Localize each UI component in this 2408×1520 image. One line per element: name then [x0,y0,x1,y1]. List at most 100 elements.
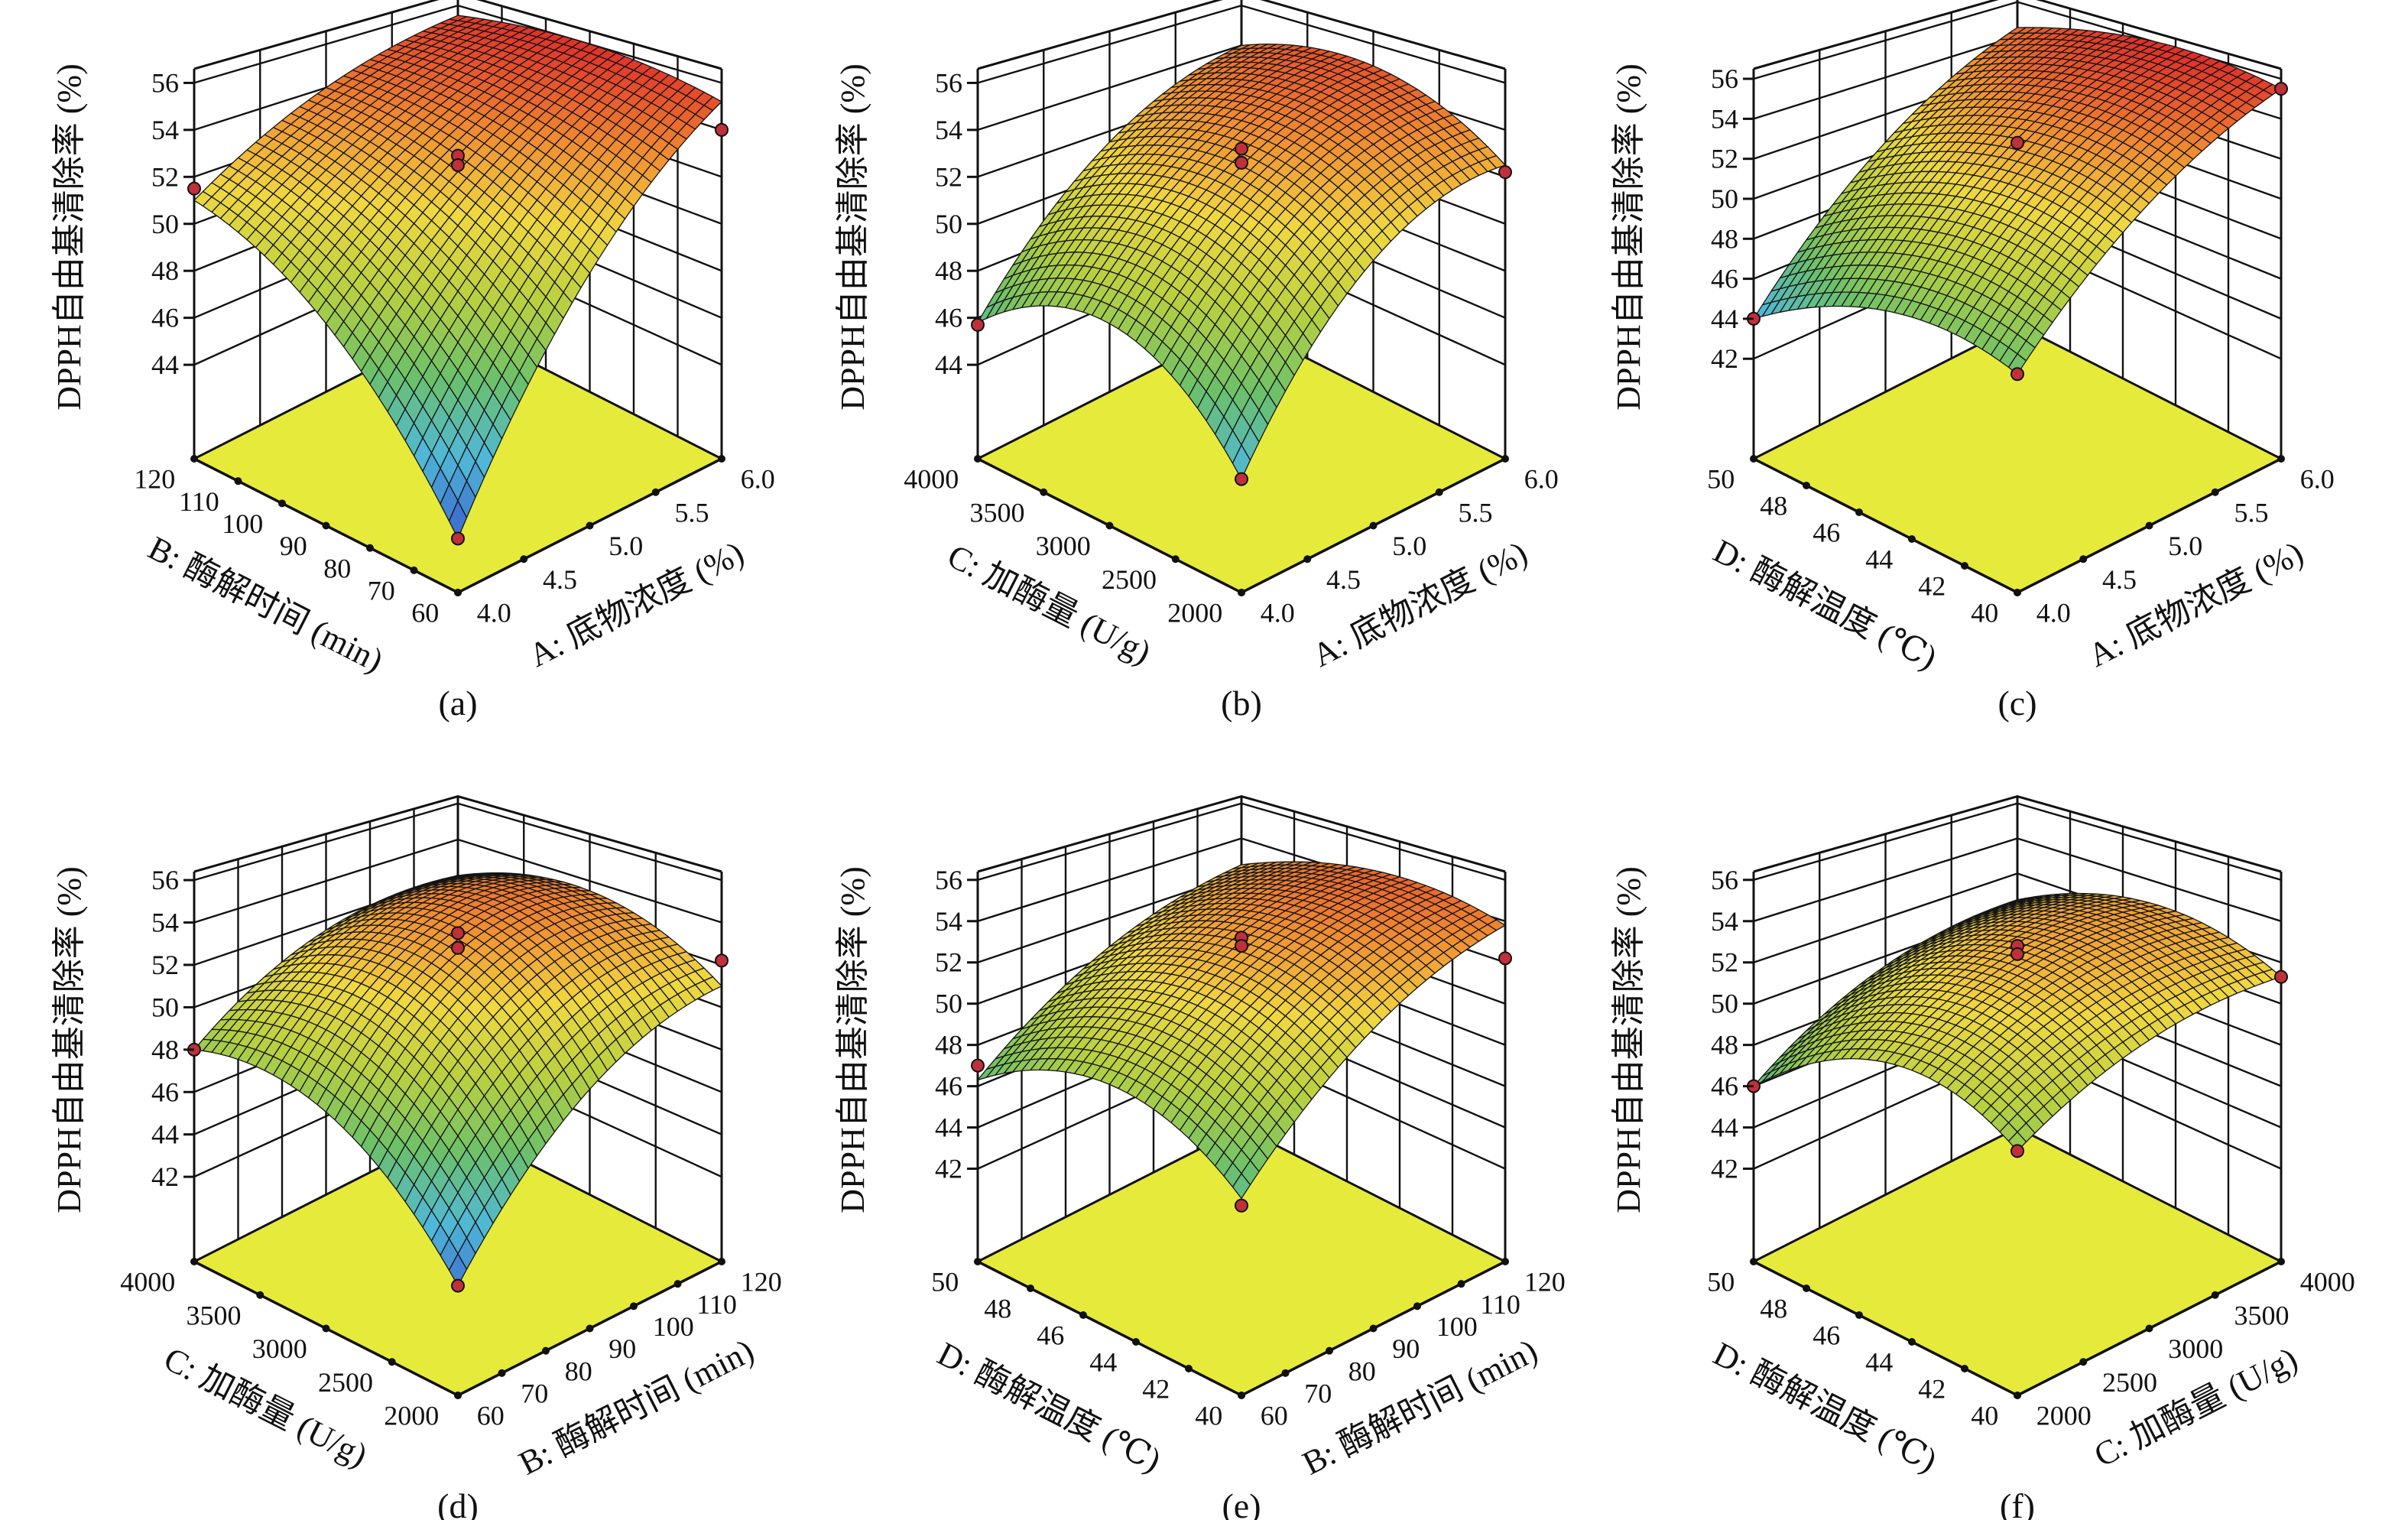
design-point [2274,82,2288,96]
right-axis-tick [1369,521,1378,530]
z-tick-label: 54 [151,908,179,938]
left-axis-tick [322,1324,330,1333]
right-axis-tick-label: 80 [1348,1356,1376,1386]
right-axis-tick-label: 60 [477,1401,505,1431]
panel-caption: (a) [438,684,477,723]
right-axis-title: B: 酶解时间 (min) [1296,1332,1543,1483]
z-tick-label: 52 [935,161,962,192]
right-axis-tick-label: 5.5 [675,497,709,528]
left-axis-tick-label: 44 [1089,1347,1117,1378]
left-axis-tick-label: 80 [323,553,351,583]
left-axis-tick-label: 3000 [1036,531,1091,561]
design-point [2010,135,2024,150]
left-axis-tick-label: 3500 [970,497,1025,528]
right-axis-tick-label: 5.0 [1392,531,1426,561]
left-axis-tick-label: 40 [1971,598,1998,628]
right-axis-tick-label: 100 [1436,1311,1478,1342]
left-axis-tick-label: 70 [368,576,395,606]
z-tick-label: 44 [151,349,179,380]
left-axis-tick-label: 48 [1760,491,1787,521]
design-point [1235,939,1248,953]
right-axis-tick [673,1280,682,1288]
left-axis-tick-label: 110 [179,486,219,517]
z-tick-label: 56 [935,865,962,895]
right-axis-tick-label: 4.0 [1261,598,1295,628]
right-axis-tick [2211,488,2219,496]
design-point [1498,165,1512,180]
z-tick-label: 50 [935,989,962,1019]
panel-caption: (b) [1221,684,1262,723]
left-axis-tick-label: 46 [1812,518,1840,548]
left-axis-tick-label: 44 [1865,544,1893,575]
right-axis-tick-label: 5.0 [608,531,643,561]
right-axis-tick [718,455,725,463]
left-axis-tick [256,1291,264,1299]
left-axis-tick [1855,508,1863,516]
right-axis-tick [651,488,660,496]
design-point [187,181,201,196]
left-axis-tick [366,544,374,552]
right-axis-tick [2145,521,2153,530]
z-tick-label: 52 [1711,144,1738,174]
right-axis-tick-label: 60 [1261,1401,1288,1431]
right-axis-tick-label: 4.5 [1326,564,1361,595]
right-axis-tick-label: 70 [1304,1379,1332,1409]
right-axis-tick-label: 110 [1480,1289,1520,1320]
left-axis-tick [1908,535,1916,543]
z-tick-label: 56 [1711,63,1738,94]
z-tick-label: 46 [935,303,962,333]
z-tick-label: 50 [151,992,179,1022]
right-axis-tick-label: 4.0 [477,598,511,628]
response-surface [977,44,1506,480]
z-tick-label: 56 [151,865,179,895]
right-axis-tick-label: 6.0 [1524,464,1559,495]
z-tick-label: 46 [151,303,179,333]
right-axis-tick [586,1324,594,1333]
design-point [451,531,465,546]
design-point [451,940,465,955]
z-tick-label: 46 [151,1077,179,1107]
right-axis-tick [1369,1324,1378,1333]
left-axis-tick-label: 48 [984,1294,1011,1324]
design-point [451,1278,465,1293]
z-tick-label: 48 [151,1034,179,1065]
left-axis-tick [1079,1311,1087,1319]
design-point [971,317,985,332]
left-axis-tick [1238,1392,1245,1399]
right-axis-tick-label: 110 [696,1289,737,1320]
z-tick-label: 52 [151,161,179,192]
right-axis-tick-label: 4.0 [2036,598,2071,628]
z-tick-label: 50 [935,209,962,239]
left-axis-tick [1961,562,1968,570]
z-axis-title: DPPH自由基清除率 (%) [834,63,871,410]
panel-caption: (d) [437,1486,479,1520]
right-axis-tick [1413,1302,1421,1311]
z-axis-title: DPPH自由基清除率 (%) [1610,63,1647,410]
design-point [715,122,729,137]
z-tick-label: 54 [1711,103,1738,134]
left-axis-tick [1803,482,1810,489]
right-axis-tick [2079,555,2088,564]
right-axis-tick-label: 90 [608,1333,636,1364]
left-axis-tick-label: 4000 [904,464,959,495]
z-tick-label: 56 [151,67,179,98]
z-tick-label: 54 [935,115,962,145]
left-axis-tick-label: 40 [1195,1401,1222,1431]
left-axis-tick [1185,1365,1193,1372]
right-axis-tick [498,1369,506,1377]
left-axis-tick-label: 50 [1707,464,1735,495]
left-axis-title: B: 酶解时间 (min) [142,529,389,680]
wall-gridline [193,4,722,84]
right-axis-tick-label: 4.5 [2102,564,2137,595]
left-axis-tick-label: 46 [1037,1320,1064,1351]
left-axis-tick [388,1358,396,1366]
z-tick-label: 54 [151,115,179,145]
left-axis-tick [1105,521,1114,530]
right-axis-tick [2277,455,2285,463]
left-axis-tick-label: 42 [1918,571,1946,602]
wall-gridline [193,0,722,70]
left-axis-tick-label: 120 [134,464,175,495]
